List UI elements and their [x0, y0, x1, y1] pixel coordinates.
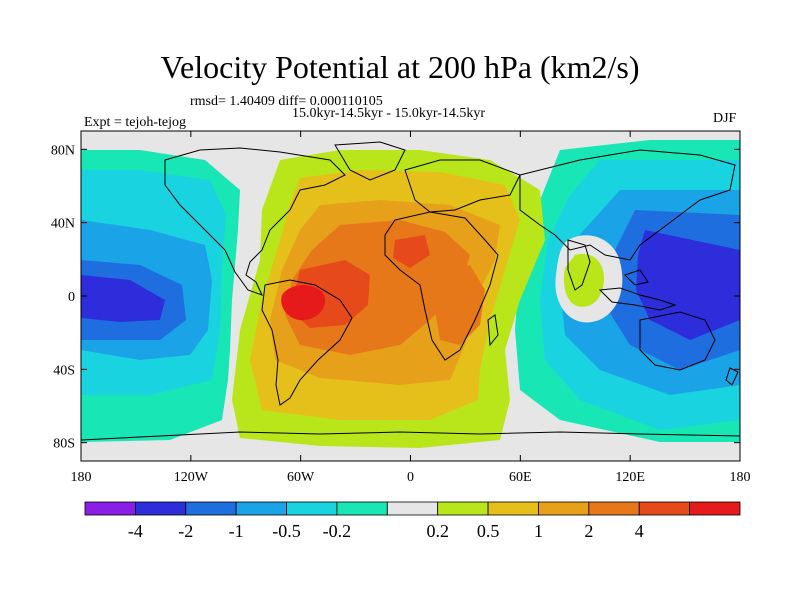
experiment-label: Expt = tejoh-tejog	[84, 115, 186, 130]
colorbar-label: 4	[635, 521, 644, 541]
colorbar-swatch	[386, 501, 439, 516]
colorbar-swatch	[487, 501, 539, 516]
colorbar-swatch	[336, 501, 388, 516]
colorbar-label: -0.2	[323, 521, 352, 541]
colorbar-swatch	[84, 501, 136, 516]
colorbar-swatch	[638, 501, 691, 516]
contour-neg-east-5	[636, 230, 740, 340]
colorbar-label: -2	[178, 521, 193, 541]
contour-neg-pacific-west-5	[81, 275, 165, 322]
contour-pos-5	[281, 285, 326, 321]
y-tick-label: 0	[68, 290, 75, 305]
x-tick-label: 60E	[509, 470, 532, 485]
colorbar-swatch	[185, 501, 237, 516]
x-axis: 180 120W 60W 0 60E 120E 180	[71, 131, 751, 485]
colorbar-label: -1	[229, 521, 244, 541]
colorbar-swatch	[235, 501, 287, 516]
colorbar-swatch	[588, 501, 640, 516]
colorbar-label: 0.2	[426, 521, 449, 541]
y-tick-label: 40N	[51, 217, 75, 232]
colorbar-swatch	[134, 501, 187, 516]
y-tick-label: 80S	[53, 437, 75, 452]
x-tick-label: 60W	[287, 470, 315, 485]
colorbar-label: 2	[584, 521, 593, 541]
stats-text: rmsd= 1.40409 diff= 0.000110105	[190, 94, 383, 109]
y-tick-label: 80N	[51, 143, 75, 158]
x-tick-label: 180	[730, 470, 751, 485]
colorbar-swatch	[437, 501, 489, 516]
map-field	[81, 131, 740, 461]
colorbar-label: -0.5	[272, 521, 301, 541]
period-text: 15.0kyr-14.5kyr - 15.0kyr-14.5kyr	[292, 106, 486, 121]
y-axis: 80N 40N 0 40S 80S	[51, 143, 740, 452]
colorbar-label: 0.5	[477, 521, 500, 541]
plot-title: Velocity Potential at 200 hPa (km2/s)	[160, 49, 640, 85]
x-tick-label: 120E	[615, 470, 645, 485]
colorbar-label: -4	[128, 521, 143, 541]
colorbar-label: 1	[534, 521, 543, 541]
x-tick-label: 180	[71, 470, 92, 485]
colorbar-swatch	[286, 501, 338, 516]
x-tick-label: 0	[407, 470, 414, 485]
colorbar: -4 -2 -1 -0.5 -0.2 0.2 0.5 1 2 4	[84, 501, 741, 541]
season-label: DJF	[713, 111, 737, 126]
colorbar-swatch	[689, 501, 741, 516]
colorbar-swatch	[538, 501, 590, 516]
x-tick-label: 120W	[174, 470, 209, 485]
y-tick-label: 40S	[53, 363, 75, 378]
coastlines	[81, 141, 740, 441]
contour-pos-4b	[393, 235, 430, 268]
